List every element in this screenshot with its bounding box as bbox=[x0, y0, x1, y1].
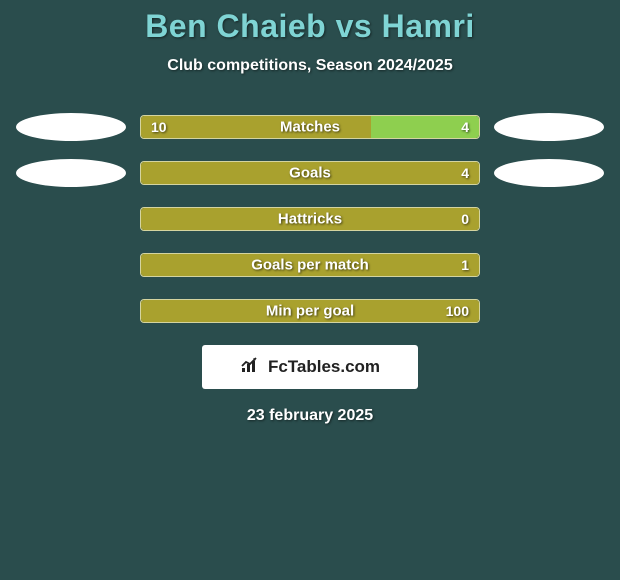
right-value: 0 bbox=[461, 211, 469, 227]
right-player-oval bbox=[494, 113, 604, 141]
stat-row: 4 Goals bbox=[0, 161, 620, 185]
left-player-oval bbox=[16, 205, 126, 233]
left-value: 10 bbox=[151, 119, 167, 135]
stat-row: 0 Hattricks bbox=[0, 207, 620, 231]
right-player-oval bbox=[494, 205, 604, 233]
page-title: Ben Chaieb vs Hamri bbox=[0, 8, 620, 45]
stat-label: Hattricks bbox=[278, 211, 342, 228]
right-player-oval bbox=[494, 251, 604, 279]
date-text: 23 february 2025 bbox=[0, 407, 620, 425]
right-value: 4 bbox=[461, 165, 469, 181]
stat-rows: 10 4 Matches 4 Goals 0 Hattricks 1 Goals per mat… bbox=[0, 115, 620, 323]
subtitle: Club competitions, Season 2024/2025 bbox=[0, 57, 620, 75]
stat-row: 1 Goals per match bbox=[0, 253, 620, 277]
badge-text: FcTables.com bbox=[268, 357, 380, 377]
left-player-oval bbox=[16, 159, 126, 187]
stat-row: 10 4 Matches bbox=[0, 115, 620, 139]
stat-row: 100 Min per goal bbox=[0, 299, 620, 323]
source-badge[interactable]: FcTables.com bbox=[202, 345, 418, 389]
right-player-oval bbox=[494, 297, 604, 325]
stat-label: Goals per match bbox=[251, 257, 369, 274]
stat-bar: 1 Goals per match bbox=[140, 253, 480, 277]
stat-bar: 4 Goals bbox=[140, 161, 480, 185]
stat-label: Min per goal bbox=[266, 303, 354, 320]
right-value: 4 bbox=[461, 119, 469, 135]
stat-bar: 10 4 Matches bbox=[140, 115, 480, 139]
left-player-oval bbox=[16, 297, 126, 325]
stats-container: Ben Chaieb vs Hamri Club competitions, S… bbox=[0, 0, 620, 425]
stat-label: Matches bbox=[280, 119, 340, 136]
right-value: 100 bbox=[446, 303, 469, 319]
stat-label: Goals bbox=[289, 165, 331, 182]
chart-icon bbox=[240, 356, 262, 379]
left-player-oval bbox=[16, 251, 126, 279]
left-player-oval bbox=[16, 113, 126, 141]
right-value: 1 bbox=[461, 257, 469, 273]
stat-bar: 0 Hattricks bbox=[140, 207, 480, 231]
right-player-oval bbox=[494, 159, 604, 187]
stat-bar: 100 Min per goal bbox=[140, 299, 480, 323]
